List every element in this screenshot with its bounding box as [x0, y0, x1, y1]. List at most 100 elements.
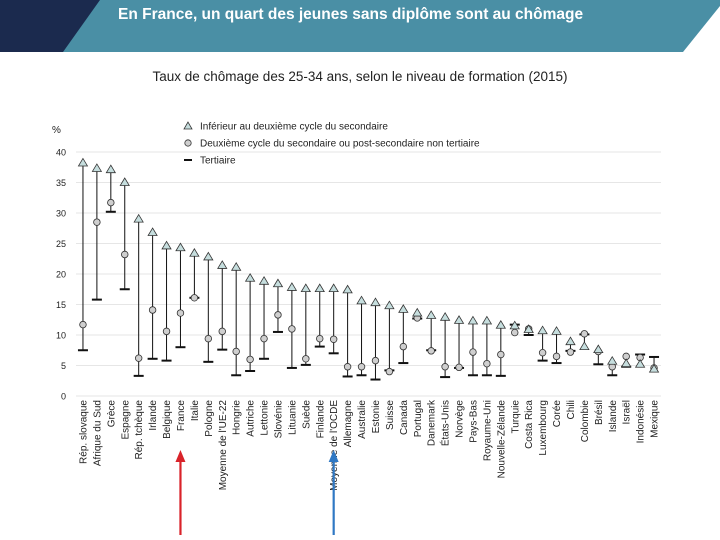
- legend-label: Tertiaire: [200, 156, 236, 167]
- y-tick-label: 10: [56, 331, 66, 341]
- category-label: Autriche: [246, 400, 257, 437]
- legend-label: Inférieur au deuxième cycle du secondair…: [200, 122, 388, 133]
- inferieur-point: [537, 325, 548, 335]
- secondaire-point: [232, 347, 240, 356]
- category-label: Pologne: [204, 400, 215, 437]
- secondaire-point: [538, 348, 547, 357]
- inferieur-point: [217, 260, 228, 269]
- secondaire-point: [148, 306, 157, 314]
- inferieur-point: [579, 341, 590, 350]
- inferieur-point: [119, 177, 130, 186]
- banner-background: [63, 0, 720, 52]
- secondaire-point: [497, 350, 505, 359]
- secondaire-point: [469, 348, 477, 356]
- y-tick-label: 30: [56, 209, 66, 219]
- inferieur-point: [328, 283, 339, 293]
- inferieur-point: [453, 315, 465, 324]
- secondaire-point: [399, 342, 408, 351]
- secondaire-point: [316, 334, 324, 343]
- secondaire-point: [93, 218, 101, 226]
- legend-label: Deuxième cycle du secondaire ou post-sec…: [200, 139, 480, 150]
- category-label: Pays-Bas: [468, 400, 479, 443]
- secondaire-point: [427, 347, 435, 355]
- y-tick-label: 35: [56, 178, 66, 188]
- category-label: États-Unis: [439, 400, 452, 446]
- inferieur-point: [495, 319, 507, 329]
- secondaire-point: [511, 328, 519, 337]
- legend-circle-icon: [184, 139, 192, 147]
- y-tick-label: 40: [56, 148, 66, 158]
- secondaire-point: [343, 363, 352, 371]
- secondaire-point: [190, 294, 199, 302]
- category-label: Belgique: [162, 400, 173, 439]
- category-label: Finlande: [315, 400, 326, 439]
- y-tick-label: 25: [56, 239, 66, 249]
- secondaire-point: [455, 363, 463, 372]
- category-label: Chili: [566, 400, 577, 419]
- inferieur-point: [551, 326, 562, 335]
- category-label: Indonésie: [636, 400, 647, 444]
- highlight-arrow-head: [175, 450, 186, 462]
- category-label: Colombie: [580, 400, 591, 443]
- y-tick-label: 15: [56, 300, 66, 310]
- category-label: Islande: [608, 400, 619, 433]
- category-label: Lettonie: [260, 400, 271, 436]
- inferieur-point: [91, 163, 103, 172]
- title-banner: [0, 0, 720, 52]
- inferieur-point: [412, 307, 423, 317]
- category-label: Afrique du Sud: [92, 400, 103, 466]
- category-label: Rép. tchèque: [134, 400, 145, 460]
- category-label: Allemagne: [343, 400, 354, 448]
- category-label: Corée: [552, 400, 563, 428]
- secondaire-point: [441, 363, 449, 371]
- secondaire-point: [107, 198, 115, 207]
- inferieur-point: [77, 157, 89, 167]
- inferieur-point: [509, 320, 520, 330]
- inferieur-point: [203, 251, 214, 261]
- inferieur-point: [481, 315, 493, 325]
- inferieur-point: [356, 295, 367, 305]
- secondaire-point: [385, 367, 394, 376]
- inferieur-point: [189, 247, 200, 257]
- inferieur-point: [593, 344, 604, 354]
- inferieur-point: [467, 315, 479, 325]
- category-label: Estonie: [371, 400, 382, 434]
- page-title: En France, un quart des jeunes sans dipl…: [118, 6, 584, 23]
- category-label: Moyenne de l'UE-22: [218, 400, 229, 491]
- secondaire-point: [79, 320, 87, 329]
- category-label: Danemark: [427, 399, 438, 446]
- secondaire-point: [357, 363, 366, 371]
- secondaire-point: [246, 355, 254, 364]
- secondaire-point: [552, 352, 561, 361]
- category-label: Canada: [399, 400, 410, 435]
- category-label: Suisse: [385, 400, 396, 430]
- category-label: Hongrie: [232, 400, 243, 435]
- secondaire-point: [580, 330, 589, 338]
- inferieur-point: [314, 283, 325, 293]
- inferieur-point: [425, 310, 437, 319]
- category-label: Nouvelle-Zélande: [496, 400, 507, 479]
- y-axis-label: %: [52, 125, 61, 136]
- inferieur-point: [620, 358, 632, 368]
- highlight-arrow-head: [328, 450, 339, 462]
- secondaire-point: [483, 359, 491, 368]
- inferieur-point: [272, 278, 284, 288]
- inferieur-point: [607, 355, 618, 365]
- secondaire-point: [288, 325, 296, 333]
- category-label: Royaume-Uni: [482, 400, 493, 461]
- category-label: Israël: [622, 400, 633, 424]
- banner-dark-accent: [0, 0, 105, 52]
- secondaire-point: [302, 355, 310, 363]
- inferieur-point: [175, 242, 186, 252]
- inferieur-point: [244, 272, 256, 282]
- y-tick-label: 5: [61, 361, 66, 371]
- secondaire-point: [566, 348, 575, 356]
- category-label: Rép. slovaque: [78, 400, 89, 464]
- secondaire-point: [371, 356, 380, 365]
- category-label: Italie: [190, 400, 201, 422]
- inferieur-point: [648, 363, 660, 373]
- secondaire-point: [329, 335, 338, 343]
- category-label: France: [176, 400, 187, 432]
- y-tick-label: 20: [56, 270, 66, 280]
- category-label: Grèce: [106, 400, 117, 428]
